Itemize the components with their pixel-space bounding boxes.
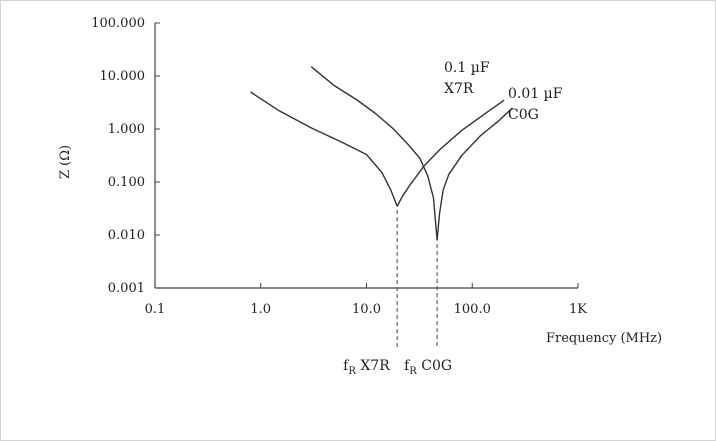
y-tick-label: 0.010 — [108, 228, 145, 243]
y-tick-label: 1.000 — [108, 122, 145, 137]
series-line-c0g — [310, 66, 513, 241]
series-line-x7r — [250, 91, 505, 207]
x-tick-label: 1.0 — [250, 302, 271, 317]
series-labels: 0.1 µF X7R 0.01 µF C0G — [444, 60, 563, 123]
y-axis-label: Z (Ω) — [58, 145, 73, 179]
resonance-markers: fR X7R fR C0G — [343, 210, 452, 377]
y-tick-label: 0.001 — [108, 281, 145, 296]
x-tick-label: 100.0 — [454, 302, 491, 317]
x-axis-label: Frequency (MHz) — [546, 331, 662, 346]
series-label-c0g: 0.01 µF — [508, 86, 563, 102]
x-tick-label: 0.1 — [145, 302, 166, 317]
y-tick-label: 100.000 — [91, 16, 145, 31]
series-layer — [250, 66, 513, 241]
resonance-label: fR X7R — [343, 358, 390, 377]
y-ticks: 0.001 0.010 0.100 1.000 10.000 100.000 — [91, 16, 160, 296]
y-tick-label: 0.100 — [108, 175, 145, 190]
x-tick-label: 10.0 — [352, 302, 381, 317]
x-ticks: 0.1 1.0 10.0 100.0 1K — [145, 283, 587, 317]
series-label-x7r: 0.1 µF — [444, 60, 490, 76]
series-label-x7r: X7R — [444, 81, 474, 97]
x-tick-label: 1K — [569, 302, 587, 317]
resonance-label: fR C0G — [404, 358, 452, 377]
series-label-c0g: C0G — [508, 107, 539, 123]
y-tick-label: 10.000 — [100, 69, 146, 84]
